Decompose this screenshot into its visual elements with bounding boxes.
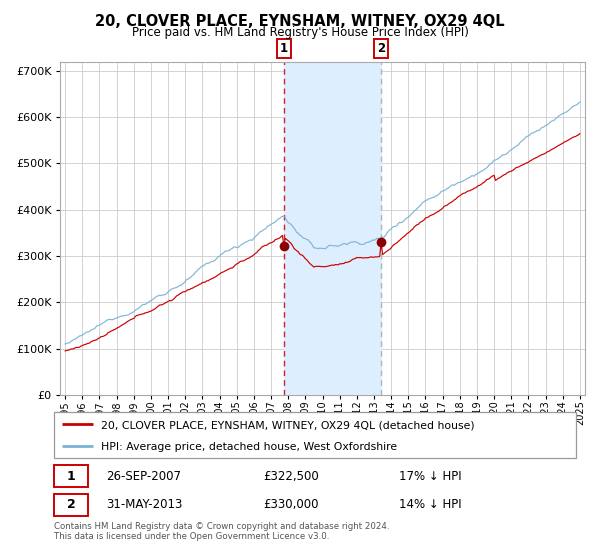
FancyBboxPatch shape	[54, 465, 88, 487]
Text: 31-MAY-2013: 31-MAY-2013	[106, 498, 182, 511]
FancyBboxPatch shape	[54, 494, 88, 516]
Text: 1: 1	[280, 41, 288, 55]
Text: 14% ↓ HPI: 14% ↓ HPI	[398, 498, 461, 511]
Text: £330,000: £330,000	[263, 498, 319, 511]
Text: Contains HM Land Registry data © Crown copyright and database right 2024.
This d: Contains HM Land Registry data © Crown c…	[54, 522, 389, 542]
Text: HPI: Average price, detached house, West Oxfordshire: HPI: Average price, detached house, West…	[101, 442, 397, 452]
Text: 1: 1	[67, 470, 76, 483]
Text: 20, CLOVER PLACE, EYNSHAM, WITNEY, OX29 4QL (detached house): 20, CLOVER PLACE, EYNSHAM, WITNEY, OX29 …	[101, 421, 475, 431]
Text: 20, CLOVER PLACE, EYNSHAM, WITNEY, OX29 4QL: 20, CLOVER PLACE, EYNSHAM, WITNEY, OX29 …	[95, 14, 505, 29]
Text: 26-SEP-2007: 26-SEP-2007	[106, 470, 181, 483]
Text: 17% ↓ HPI: 17% ↓ HPI	[398, 470, 461, 483]
Text: 2: 2	[377, 41, 385, 55]
Text: £322,500: £322,500	[263, 470, 319, 483]
Text: Price paid vs. HM Land Registry's House Price Index (HPI): Price paid vs. HM Land Registry's House …	[131, 26, 469, 39]
Bar	[284, 62, 381, 395]
Text: 2: 2	[67, 498, 76, 511]
FancyBboxPatch shape	[54, 412, 576, 458]
